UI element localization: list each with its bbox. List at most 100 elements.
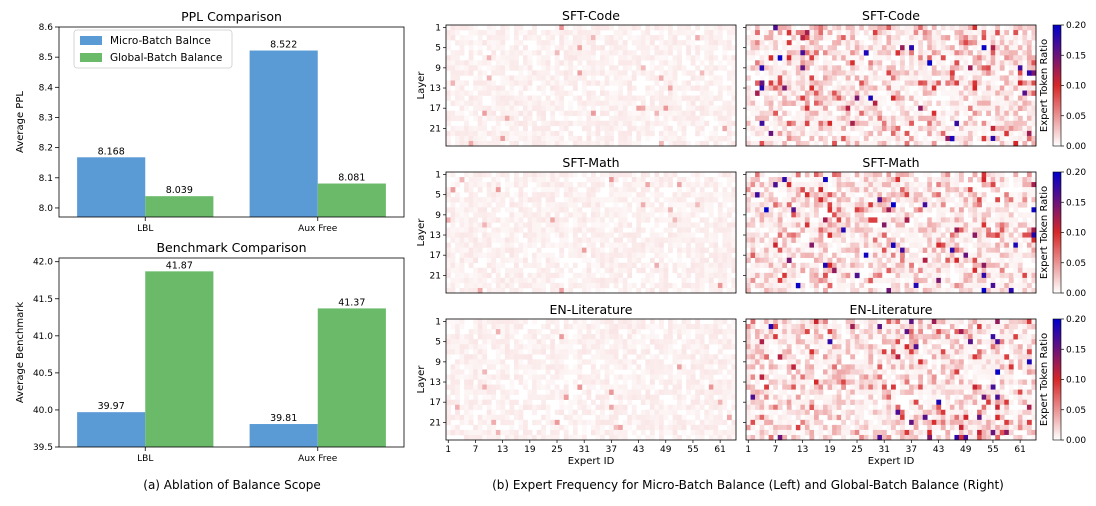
heatmap-cell xyxy=(509,202,515,208)
heatmap-cell xyxy=(868,252,874,259)
heatmap-cell xyxy=(731,75,737,81)
heatmap-cell xyxy=(886,50,892,56)
heatmap-cell xyxy=(886,140,892,147)
heatmap-cell xyxy=(640,35,646,41)
heatmap-cell xyxy=(936,55,942,61)
heatmap-cell xyxy=(813,120,819,127)
heatmap-cell xyxy=(872,55,878,61)
heatmap-cell xyxy=(940,45,946,51)
heatmap-cell xyxy=(909,80,914,86)
heatmap-cell xyxy=(450,30,456,36)
heatmap-cell xyxy=(958,202,964,208)
heatmap-cell xyxy=(940,110,946,117)
heatmap-cell xyxy=(731,177,737,183)
heatmap-cell xyxy=(545,324,551,330)
heatmap-cell xyxy=(668,237,673,243)
heatmap-cell xyxy=(613,50,619,56)
heatmap-cell xyxy=(722,232,728,238)
heatmap-cell xyxy=(609,242,614,248)
heatmap-cell xyxy=(995,252,1001,259)
heatmap-cell xyxy=(459,227,465,233)
heatmap-cell xyxy=(595,217,601,223)
heatmap-cell xyxy=(468,202,474,208)
heatmap-cell xyxy=(486,192,492,198)
heatmap-cell xyxy=(949,212,955,218)
colorbar-tick-label: 0.05 xyxy=(1066,112,1086,122)
heatmap-cell xyxy=(891,182,896,188)
heatmap-cell xyxy=(859,65,865,71)
heatmap-cell xyxy=(618,35,624,41)
heatmap-cell xyxy=(940,85,946,91)
heatmap-cell xyxy=(668,45,673,51)
heatmap-cell xyxy=(813,192,819,198)
heatmap-cell xyxy=(940,70,946,76)
heatmap-cell xyxy=(877,100,883,106)
heatmap-cell xyxy=(1004,252,1010,259)
heatmap-cell xyxy=(927,197,933,203)
heatmap-cell xyxy=(577,110,583,117)
heatmap-cell xyxy=(1022,140,1028,147)
heatmap-cell xyxy=(1017,197,1023,203)
heatmap-cell xyxy=(600,262,605,269)
heatmap-cell xyxy=(658,252,664,259)
heatmap-cell xyxy=(813,75,819,81)
heatmap-cell xyxy=(990,202,996,208)
heatmap-cell xyxy=(699,252,705,259)
heatmap-cell xyxy=(609,105,614,112)
heatmap-cell xyxy=(845,207,851,213)
heatmap-cell xyxy=(568,227,574,233)
heatmap-cell xyxy=(922,282,928,289)
heatmap-cell xyxy=(473,25,479,31)
heatmap-cell xyxy=(550,262,556,269)
heatmap-cell xyxy=(768,105,774,112)
heatmap-cell xyxy=(782,130,788,137)
heatmap-cell xyxy=(658,202,664,208)
heatmap-cell xyxy=(1013,227,1019,233)
heatmap-cell xyxy=(813,50,819,56)
heatmap-cell xyxy=(640,55,646,61)
heatmap-cell xyxy=(640,110,646,117)
heatmap-cell xyxy=(773,135,779,142)
heatmap-cell xyxy=(759,207,765,213)
heatmap-cell xyxy=(536,45,542,51)
heatmap-cell xyxy=(968,85,973,91)
heatmap-cell xyxy=(958,65,964,71)
heatmap-cell xyxy=(681,272,687,279)
heatmap-cell xyxy=(486,90,492,96)
heatmap-cell xyxy=(1022,120,1028,127)
heatmap-cell xyxy=(609,182,614,188)
heatmap-cell xyxy=(631,110,637,117)
heatmap-cell xyxy=(695,115,701,122)
heatmap-cell xyxy=(963,237,969,243)
heatmap-cell xyxy=(827,267,833,274)
heatmap-cell xyxy=(777,232,783,238)
heatmap-cell xyxy=(713,237,719,243)
heatmap-cell xyxy=(895,217,901,223)
heatmap-cell xyxy=(686,277,691,284)
heatmap-cell xyxy=(836,187,842,193)
heatmap-cell xyxy=(786,192,792,198)
heatmap-cell xyxy=(877,232,883,238)
heatmap-cell xyxy=(1008,40,1014,46)
heatmap-cell xyxy=(1026,135,1032,142)
heatmap-cell xyxy=(904,105,910,112)
heatmap-cell xyxy=(695,177,701,183)
heatmap-cell xyxy=(618,50,624,56)
heatmap-cell xyxy=(699,125,705,132)
heatmap-cell xyxy=(813,70,819,76)
heatmap-cell xyxy=(773,70,779,76)
heatmap-cell xyxy=(527,60,533,66)
heatmap-cell xyxy=(500,25,506,31)
heatmap-cell xyxy=(459,197,465,203)
heatmap-cell xyxy=(717,105,723,112)
heatmap-cell xyxy=(554,319,560,325)
heatmap-cell xyxy=(881,75,887,81)
heatmap-cell xyxy=(972,95,978,101)
heatmap-cell xyxy=(990,247,996,253)
heatmap-cell xyxy=(677,247,682,253)
heatmap-cell xyxy=(791,252,797,259)
heatmap-cell xyxy=(895,287,901,294)
heatmap-cell xyxy=(813,25,819,31)
heatmap-cell xyxy=(609,319,614,325)
heatmap-cell xyxy=(523,277,528,284)
